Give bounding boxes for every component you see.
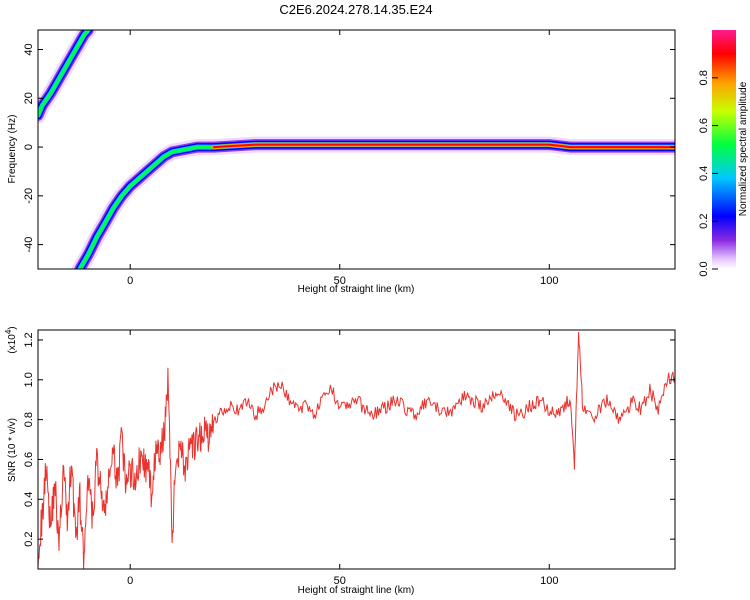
snr-exponent-label: (x104) (4, 326, 18, 353)
y-tick-label: 0.2 (23, 531, 35, 546)
snr-panel: 0 50 100 0.2 0.4 0.6 0.8 1.0 1.2 Height of stra… (4, 326, 676, 596)
colorbar-tick-label: 0.8 (698, 70, 710, 85)
top-xaxis-title: Height of straight line (km) (298, 284, 415, 295)
spectrogram-frame (37, 29, 676, 270)
colorbar-tick-label: 0.2 (698, 214, 710, 229)
colorbar: 0.0 0.2 0.4 0.6 0.8 Normalized spectral ampl… (698, 30, 749, 277)
ridge-1-layer-1 (74, 139, 675, 269)
y-tick-label: 0.4 (23, 492, 35, 507)
y-tick-label: -20 (23, 188, 35, 204)
colorbar-gradient (712, 30, 736, 269)
ridge-1-layer-3 (77, 142, 675, 269)
y-tick-label: 1.2 (23, 332, 35, 347)
ridge-1-layer-0 (71, 136, 675, 269)
y-tick-label: 1.0 (23, 372, 35, 387)
y-tick-label: 20 (23, 92, 35, 104)
y-tick-label: 0 (23, 144, 35, 150)
ridge-1-layer-2 (75, 140, 675, 269)
y-tick-label: 0.6 (23, 452, 35, 467)
y-tick-label: 40 (23, 43, 35, 55)
colorbar-tick-label: 0.4 (698, 166, 710, 181)
x-tick-label: 100 (540, 575, 558, 587)
ridge-1-core (213, 143, 675, 149)
colorbar-tick-label: 0.0 (698, 261, 710, 276)
snr-frame (37, 329, 676, 570)
snr-series-line (38, 331, 675, 569)
x-tick-label: 100 (540, 275, 558, 287)
x-tick-label: 50 (334, 275, 346, 287)
bottom-yaxis-title: SNR (10 * v/v) (7, 418, 18, 482)
x-tick-label: 0 (127, 575, 133, 587)
chart-title: C2E6.2024.278.14.35.E24 (279, 2, 432, 17)
spectrogram-panel: 0 50 100 -40 -20 0 20 40 Height of straight li… (7, 29, 676, 295)
colorbar-title: Normalized spectral amplitude (738, 81, 749, 216)
colorbar-tick-label: 0.6 (698, 118, 710, 133)
y-tick-label: -40 (23, 237, 35, 253)
ridge-1-layer-4 (78, 143, 675, 269)
x-tick-label: 50 (334, 575, 346, 587)
bottom-xaxis-title: Height of straight line (km) (298, 585, 415, 596)
x-tick-label: 0 (127, 275, 133, 287)
y-tick-label: 0.8 (23, 412, 35, 427)
ridge-0-layer-4 (38, 30, 90, 117)
top-yaxis-title: Frequency (Hz) (7, 115, 18, 184)
